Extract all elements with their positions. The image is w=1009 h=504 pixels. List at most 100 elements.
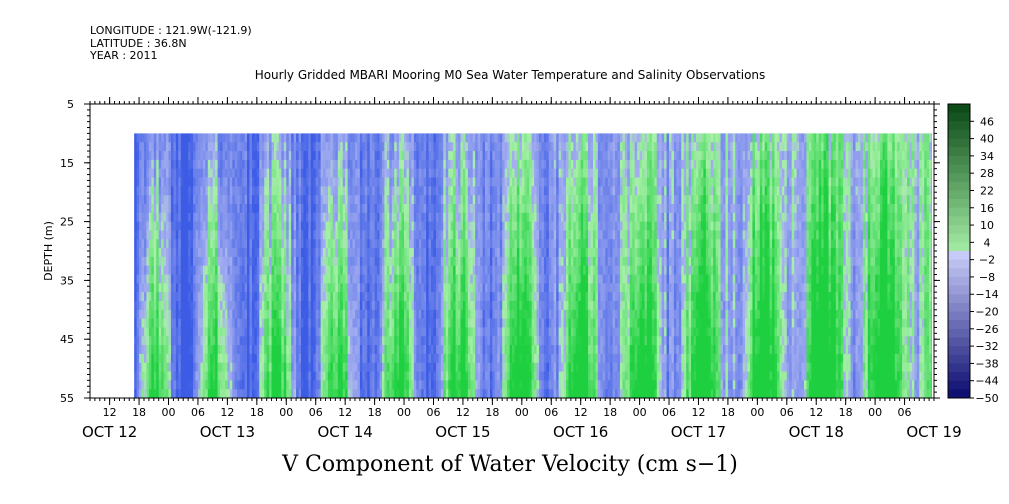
heatmap-cell [458, 186, 462, 196]
heatmap-cell [494, 239, 498, 249]
heatmap-cell [541, 221, 545, 232]
heatmap-cell [197, 309, 201, 320]
heatmap-cell [195, 212, 199, 223]
heatmap-cell [143, 230, 148, 240]
heatmap-cell [269, 336, 273, 346]
heatmap-cell [519, 389, 523, 398]
heatmap-cell [266, 362, 270, 373]
heatmap-cell [340, 186, 344, 196]
heatmap-cell [499, 283, 503, 293]
heatmap-cell [519, 327, 523, 337]
heatmap-cell [332, 327, 336, 337]
heatmap-cell [283, 142, 287, 152]
heatmap-cell [396, 256, 400, 267]
heatmap-cell [161, 151, 165, 161]
heatmap-cell [475, 362, 479, 373]
heatmap-cell [438, 327, 442, 337]
heatmap-cell [271, 177, 275, 187]
heatmap-cell [531, 265, 535, 276]
heatmap-cell [534, 195, 538, 205]
heatmap-cell [489, 221, 493, 232]
heatmap-cell [193, 283, 197, 293]
heatmap-cell [269, 371, 273, 381]
heatmap-cell [467, 239, 471, 249]
heatmap-cell [151, 159, 155, 170]
heatmap-cell [367, 248, 371, 258]
heatmap-cell [310, 221, 314, 232]
heatmap-cell [509, 353, 513, 364]
heatmap-cell [318, 389, 322, 398]
heatmap-cell [168, 239, 172, 249]
heatmap-cell [217, 142, 221, 152]
heatmap-cell [173, 327, 177, 337]
heatmap-cell [175, 353, 179, 364]
heatmap-cell [445, 318, 449, 329]
heatmap-cell [332, 283, 336, 293]
heatmap-cell [531, 345, 535, 355]
heatmap-cell [485, 186, 489, 196]
heatmap-cell [173, 159, 177, 170]
heatmap-cell [161, 292, 165, 302]
heatmap-cell [391, 239, 395, 249]
heatmap-cell [229, 345, 233, 355]
heatmap-cell [384, 283, 388, 293]
heatmap-cell [529, 362, 533, 373]
heatmap-cell [269, 309, 273, 320]
heatmap-cell [534, 327, 538, 337]
heatmap-cell [288, 142, 292, 152]
heatmap-cell [485, 380, 489, 390]
heatmap-cell [325, 389, 329, 398]
heatmap-cell [227, 133, 231, 143]
heatmap-cell [458, 336, 462, 346]
heatmap-cell [455, 371, 459, 381]
heatmap-cell [362, 274, 366, 284]
heatmap-cell [202, 221, 206, 232]
heatmap-cell [193, 142, 197, 152]
heatmap-cell [143, 212, 148, 223]
heatmap-cell [377, 133, 381, 143]
heatmap-cell [455, 230, 459, 240]
heatmap-cell [531, 221, 535, 232]
heatmap-cell [210, 248, 214, 258]
heatmap-cell [458, 239, 462, 249]
heatmap-cell [276, 168, 280, 179]
heatmap-cell [278, 159, 282, 170]
heatmap-cell [261, 186, 265, 196]
heatmap-cell [418, 327, 422, 337]
heatmap-cell [254, 300, 258, 311]
heatmap-cell [244, 371, 248, 381]
heatmap-cell [163, 292, 167, 302]
heatmap-cell [431, 274, 435, 284]
heatmap-cell [485, 336, 489, 346]
heatmap-cell [352, 309, 356, 320]
heatmap-cell [340, 300, 344, 311]
heatmap-cell [136, 380, 140, 390]
heatmap-cell [242, 327, 246, 337]
heatmap-cell [293, 353, 297, 364]
heatmap-cell [318, 195, 322, 205]
heatmap-cell [207, 239, 211, 249]
heatmap-cell [278, 389, 282, 398]
heatmap-cell [467, 151, 471, 161]
heatmap-cell [188, 292, 192, 302]
heatmap-cell [342, 371, 346, 381]
heatmap-cell [431, 168, 435, 179]
heatmap-cell [296, 362, 300, 373]
heatmap-cell [178, 230, 182, 240]
heatmap-cell [232, 274, 236, 284]
heatmap-cell [465, 292, 469, 302]
heatmap-cell [313, 353, 317, 364]
heatmap-cell [146, 186, 150, 196]
heatmap-cell [396, 389, 400, 398]
heatmap-cell [170, 212, 175, 223]
heatmap-cell [352, 389, 356, 398]
heatmap-cell [521, 186, 525, 196]
heatmap-cell [146, 389, 150, 398]
heatmap-cell [170, 362, 175, 373]
heatmap-cell [431, 362, 435, 373]
heatmap-cell [141, 248, 145, 258]
heatmap-cell [242, 168, 246, 179]
heatmap-cell [220, 309, 224, 320]
heatmap-cell [421, 248, 425, 258]
heatmap-cell [222, 353, 226, 364]
